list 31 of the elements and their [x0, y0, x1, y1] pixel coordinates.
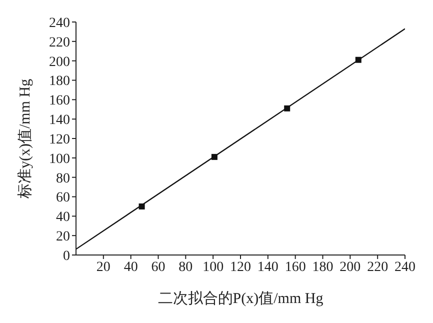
- y-tick-label: 160: [49, 94, 70, 109]
- y-tick-label: 0: [63, 248, 70, 264]
- x-tick-label: 120: [230, 260, 251, 275]
- y-tick-label: 180: [49, 74, 70, 90]
- y-tick-label: 40: [56, 210, 70, 226]
- x-tick-label: 60: [151, 260, 166, 275]
- x-tick-label: 240: [394, 260, 416, 275]
- y-tick-label: 60: [56, 190, 70, 206]
- point: [355, 56, 362, 63]
- x-tick-label: 200: [340, 260, 361, 275]
- x-tick-label: 100: [202, 260, 224, 275]
- point: [211, 154, 218, 160]
- x-tick-label: 40: [124, 260, 138, 275]
- y-tick-label: 220: [49, 35, 70, 50]
- point: [284, 105, 290, 112]
- x-tick-label: 80: [178, 260, 193, 275]
- x-tick-label: 220: [367, 260, 388, 275]
- x-tick-label: 20: [96, 260, 110, 275]
- y-axis-title: 标准y(x)值/mm Hg: [16, 78, 34, 200]
- y-tick-label: 20: [56, 230, 70, 245]
- point: [138, 203, 145, 210]
- y-tick-label: 100: [49, 152, 70, 167]
- y-tick-label: 200: [49, 54, 70, 70]
- y-tick-label: 240: [49, 16, 70, 31]
- y-tick-label: 140: [49, 113, 70, 128]
- y-tick-label: 80: [56, 171, 70, 186]
- x-tick-label: 160: [284, 260, 306, 275]
- x-tick-label: 140: [257, 260, 278, 275]
- y-tick-label: 120: [49, 132, 70, 148]
- x-axis-title: 二次拟合的P(x)值/mm Hg: [158, 290, 324, 307]
- x-tick-label: 180: [312, 260, 334, 275]
